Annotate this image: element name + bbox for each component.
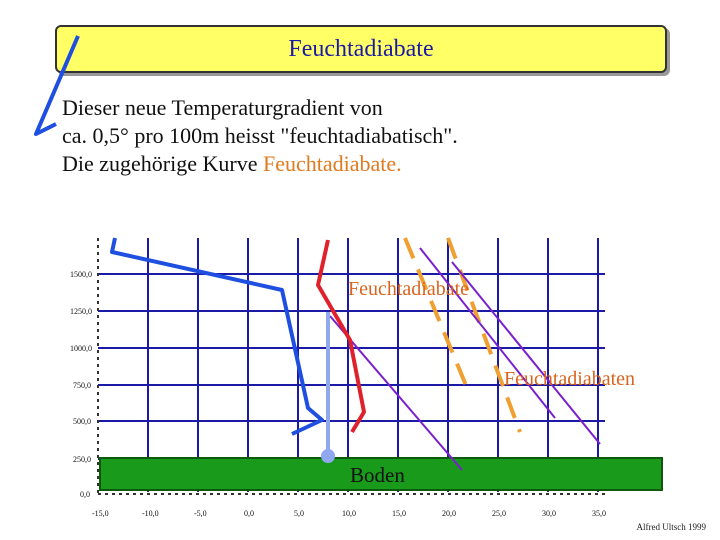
moist-adiabat-line <box>419 247 556 419</box>
intro-line-3-prefix: Die zugehörige Kurve <box>62 151 263 176</box>
x-tick-label: -15,0 <box>92 509 109 518</box>
intro-line-1: Dieser neue Temperaturgradient von <box>62 95 383 120</box>
environment-curve <box>110 237 324 436</box>
intro-line-2: ca. 0,5° pro 100m heisst "feuchtadiabati… <box>62 123 458 148</box>
x-tick-label: 20,0 <box>442 509 456 518</box>
intro-text: Dieser neue Temperaturgradient von ca. 0… <box>62 94 662 178</box>
y-tick-label: 1250,0 <box>70 307 92 316</box>
y-tick-label: 1500,0 <box>70 270 92 279</box>
y-tick-label: 500,0 <box>73 417 91 426</box>
title-box: Feuchtadiabate <box>55 25 667 73</box>
x-tick-label: -10,0 <box>142 509 159 518</box>
ground-label: Boden <box>350 463 405 487</box>
x-tick-label: -5,0 <box>194 509 207 518</box>
dashed-adiabat-line <box>446 237 522 433</box>
slide-title: Feuchtadiabate <box>288 35 434 62</box>
y-tick-label: 1000,0 <box>70 344 92 353</box>
label-feuchtadiabate: Feuchtadiabate <box>348 278 469 300</box>
y-tick-label: 750,0 <box>73 381 91 390</box>
intro-line-3: Die zugehörige Kurve Feuchtadiabate. <box>62 150 662 178</box>
x-tick-label: 0,0 <box>244 509 254 518</box>
x-tick-label: 25,0 <box>492 509 506 518</box>
ground-bar <box>99 457 663 491</box>
environment-curve <box>34 35 80 136</box>
dashed-adiabat-line <box>403 237 472 396</box>
y-tick-label: 250,0 <box>73 455 91 464</box>
x-tick-label: 35,0 <box>592 509 606 518</box>
red-curve <box>316 239 366 434</box>
x-tick-label: 15,0 <box>392 509 406 518</box>
label-feuchtadiabaten: Feuchtadiabaten <box>504 368 635 390</box>
credit: Alfred Ultsch 1999 <box>636 522 707 532</box>
y-tick-label: 0,0 <box>80 490 90 499</box>
intro-line-3-accent: Feuchtadiabate. <box>262 151 402 176</box>
x-tick-label: 5,0 <box>294 509 304 518</box>
moist-adiabat-line <box>451 261 601 445</box>
parcel-dot <box>321 449 335 463</box>
x-tick-label: 10,0 <box>342 509 356 518</box>
x-tick-label: 30,0 <box>542 509 556 518</box>
